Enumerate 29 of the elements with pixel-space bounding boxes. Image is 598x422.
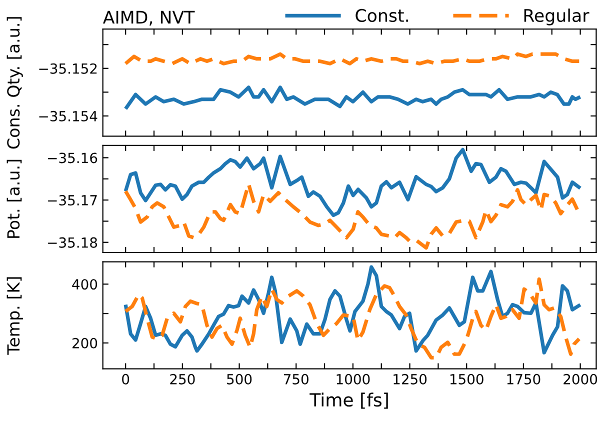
- line-series: [124, 52, 581, 66]
- y-tick-label: −35.16: [48, 152, 98, 164]
- x-axis-title: Time [fs]: [310, 392, 388, 409]
- x-tick-label: 1500: [450, 374, 484, 384]
- y-tick-label: 200: [72, 338, 98, 348]
- line-series: [124, 182, 581, 250]
- legend-label: Regular: [524, 8, 590, 26]
- x-tick-label: 500: [227, 374, 252, 384]
- x-tick-label: 2000: [564, 374, 598, 384]
- x-tick-label: 250: [170, 374, 195, 384]
- y-axis-title: Cons. Qty. [a.u.]: [6, 17, 23, 149]
- y-tick-label: 400: [72, 279, 98, 290]
- x-tick-label: 1000: [336, 374, 370, 384]
- line-series: [124, 86, 582, 111]
- y-axis-title: Temp. [K]: [6, 277, 23, 355]
- line-series: [124, 265, 582, 354]
- y-tick-label: −35.154: [39, 110, 98, 122]
- x-tick-label: 0: [122, 374, 130, 384]
- legend-label: Const.: [356, 8, 408, 22]
- y-tick-label: −35.17: [48, 195, 97, 206]
- y-tick-label: −35.152: [39, 63, 97, 74]
- y-tick-label: −35.18: [48, 237, 98, 248]
- y-axis-title: Pot. [a.u.]: [6, 160, 22, 238]
- x-tick-label: 750: [284, 374, 308, 384]
- line-series: [124, 277, 581, 360]
- x-tick-label: 1250: [394, 374, 427, 384]
- chart-title: AIMD, NVT: [102, 10, 195, 26]
- line-series: [124, 148, 582, 218]
- x-tick-label: 1750: [507, 374, 540, 384]
